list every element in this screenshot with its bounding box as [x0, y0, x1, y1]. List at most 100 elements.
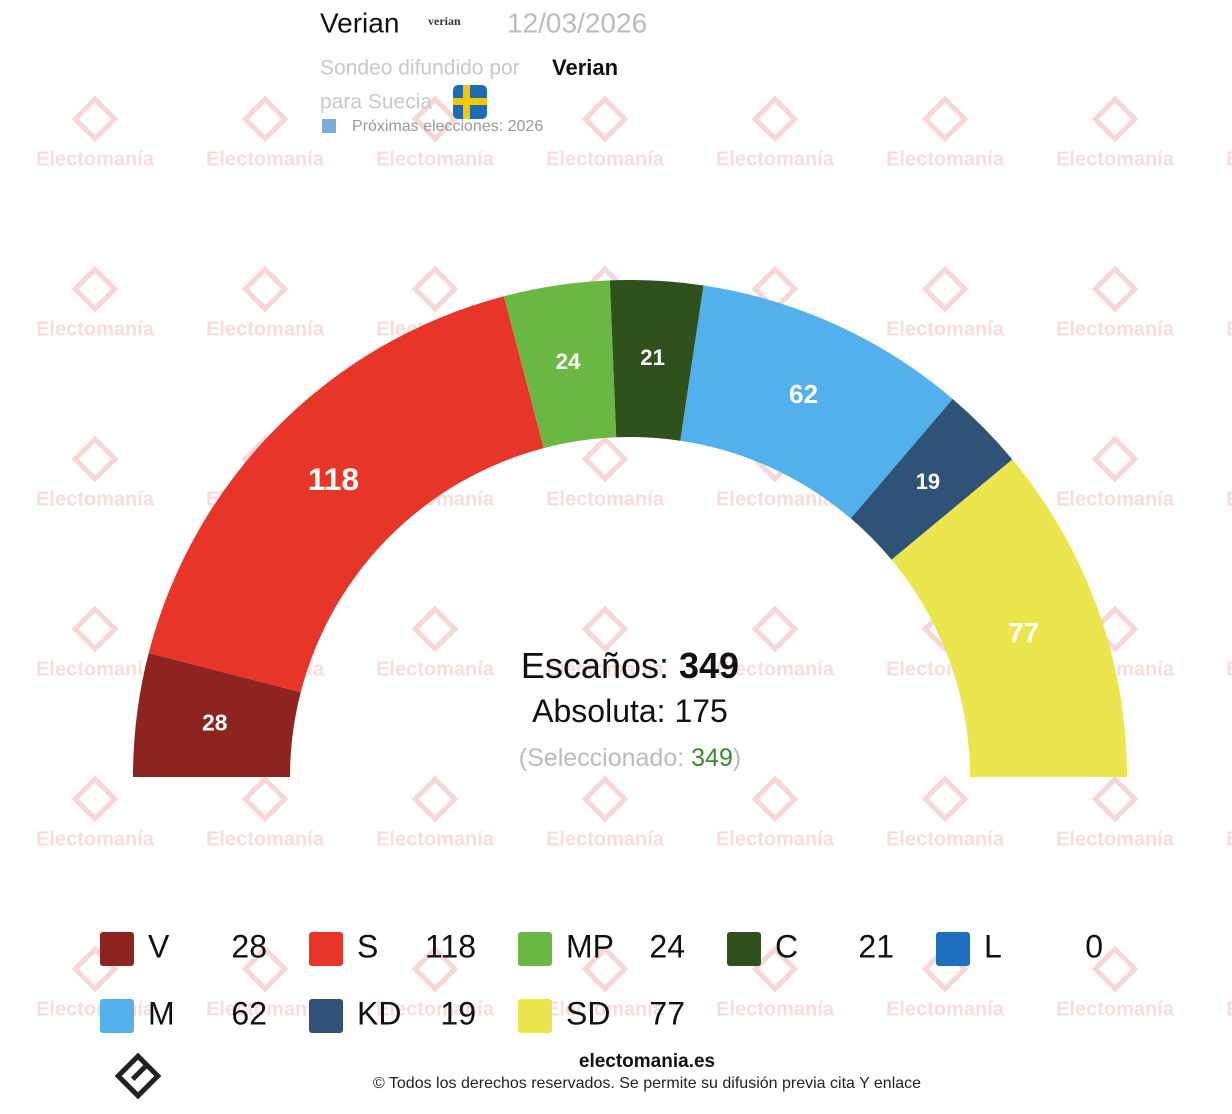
hemicycle-segment — [850, 399, 1013, 560]
watermark-text: Electomanía — [546, 148, 665, 170]
watermark-icon — [581, 435, 629, 483]
legend-icon — [936, 932, 970, 966]
legend-value: 77 — [649, 995, 685, 1031]
legend-name: MP — [566, 928, 614, 964]
watermark-text: Electomanía — [36, 828, 155, 850]
date: 12/03/2026 — [507, 7, 647, 38]
watermark-text: Electomanía — [1056, 828, 1175, 850]
selected: 349 — [691, 744, 733, 772]
total-line: Escaños: 349 — [521, 645, 739, 686]
watermark-text: Electomanía — [1056, 318, 1175, 340]
legend-value: 118 — [425, 928, 476, 964]
watermark-text: Electomanía — [36, 148, 155, 170]
watermark-text: Electomanía — [1056, 488, 1175, 510]
legend-icon — [309, 932, 343, 966]
watermark-text: Electomanía — [36, 318, 155, 340]
watermark-text: Electomanía — [716, 998, 835, 1020]
legend-value: 62 — [231, 995, 267, 1031]
watermark-icon — [581, 95, 629, 143]
selected-close: ) — [733, 744, 741, 772]
hemicycle: 28 118 24 21 62 19 77 — [133, 280, 1127, 777]
watermark-text: Electomanía — [36, 998, 155, 1020]
legend-name: V — [148, 928, 170, 964]
watermark-text: Electomanía — [1056, 998, 1175, 1020]
legend-value: 28 — [231, 928, 267, 964]
watermark-icon — [411, 775, 459, 823]
legend-name: S — [357, 928, 378, 964]
majority: 175 — [674, 693, 727, 729]
watermark-icon — [71, 605, 119, 653]
source-label: Sondeo difundido por — [320, 57, 520, 80]
watermark-text: Electomanía — [376, 148, 495, 170]
watermark-icon — [751, 605, 799, 653]
country-label: para Suecia — [320, 91, 432, 114]
watermark-text: Electomanía — [376, 828, 495, 850]
watermark-icon — [411, 945, 459, 993]
watermark-text: Electomanía — [546, 828, 665, 850]
total: 349 — [679, 645, 739, 686]
watermark-text: Electomanía — [376, 658, 495, 680]
watermark-icon — [921, 95, 969, 143]
watermark-icon — [71, 95, 119, 143]
source: Verian — [552, 55, 618, 80]
watermark-icon — [411, 95, 459, 143]
watermark-icon — [581, 605, 629, 653]
watermark-text: Electomanía — [886, 148, 1005, 170]
watermark-text: Electomanía — [206, 998, 325, 1020]
flag — [453, 85, 487, 119]
watermark-icon — [411, 265, 459, 313]
segment-label: 77 — [1008, 617, 1039, 648]
watermark-icon — [241, 265, 289, 313]
watermark-icon — [1091, 95, 1139, 143]
legend-icon — [100, 999, 134, 1033]
footer-copyright: © Todos los derechos reservados. Se perm… — [373, 1075, 921, 1092]
selected-label: (Seleccionado: — [519, 744, 684, 772]
watermark-text: Electomanía — [546, 488, 665, 510]
watermark-text: Electomanía — [886, 998, 1005, 1020]
majority-label: Absoluta: — [532, 693, 665, 729]
watermark-text: Electomanía — [716, 658, 835, 680]
footer-site: electomania.es — [579, 1051, 715, 1072]
legend-name: C — [775, 928, 798, 964]
watermark-text: Electomanía — [716, 148, 835, 170]
total-label: Escaños: — [521, 645, 669, 686]
segment-label: 24 — [556, 349, 581, 374]
logo-text: verian — [428, 14, 461, 28]
watermark-text: Electomanía — [716, 488, 835, 510]
segment-label: 19 — [916, 469, 940, 494]
watermark-text: Electomanía — [886, 828, 1005, 850]
hemicycle-segment — [609, 280, 704, 441]
legend-name: SD — [566, 995, 610, 1031]
watermark-text: Electomanía — [1226, 998, 1232, 1020]
hemicycle-segment — [891, 459, 1127, 777]
watermark-text: Electomanía — [376, 998, 495, 1020]
segment-label: 28 — [202, 709, 227, 735]
legend-value: 24 — [649, 928, 685, 964]
segment-label: 62 — [789, 379, 818, 409]
watermark-icon — [581, 945, 629, 993]
hemicycle-segment — [680, 285, 953, 519]
watermark-icon — [921, 775, 969, 823]
legend-icon — [309, 999, 343, 1033]
segment-label: 21 — [640, 345, 665, 370]
hemicycle-segment — [133, 653, 301, 777]
legend-icon — [727, 932, 761, 966]
watermark-icon — [71, 435, 119, 483]
watermark-text: Electomanía — [36, 658, 155, 680]
watermark-icon — [581, 775, 629, 823]
legend-value: 19 — [440, 995, 476, 1031]
watermark-text: Electomanía — [1226, 318, 1232, 340]
watermark-text: Electomanía — [546, 998, 665, 1020]
legend-icon — [518, 999, 552, 1033]
watermark-text: Electomanía — [206, 828, 325, 850]
watermark-text: Electomanía — [1226, 658, 1232, 680]
watermark-icon — [751, 945, 799, 993]
legend-value: 21 — [858, 928, 894, 964]
watermark-icon — [71, 265, 119, 313]
watermark-icon — [241, 775, 289, 823]
watermark-icon — [751, 95, 799, 143]
watermark-icon — [921, 265, 969, 313]
watermark-icon — [751, 775, 799, 823]
legend-name: L — [984, 928, 1002, 964]
